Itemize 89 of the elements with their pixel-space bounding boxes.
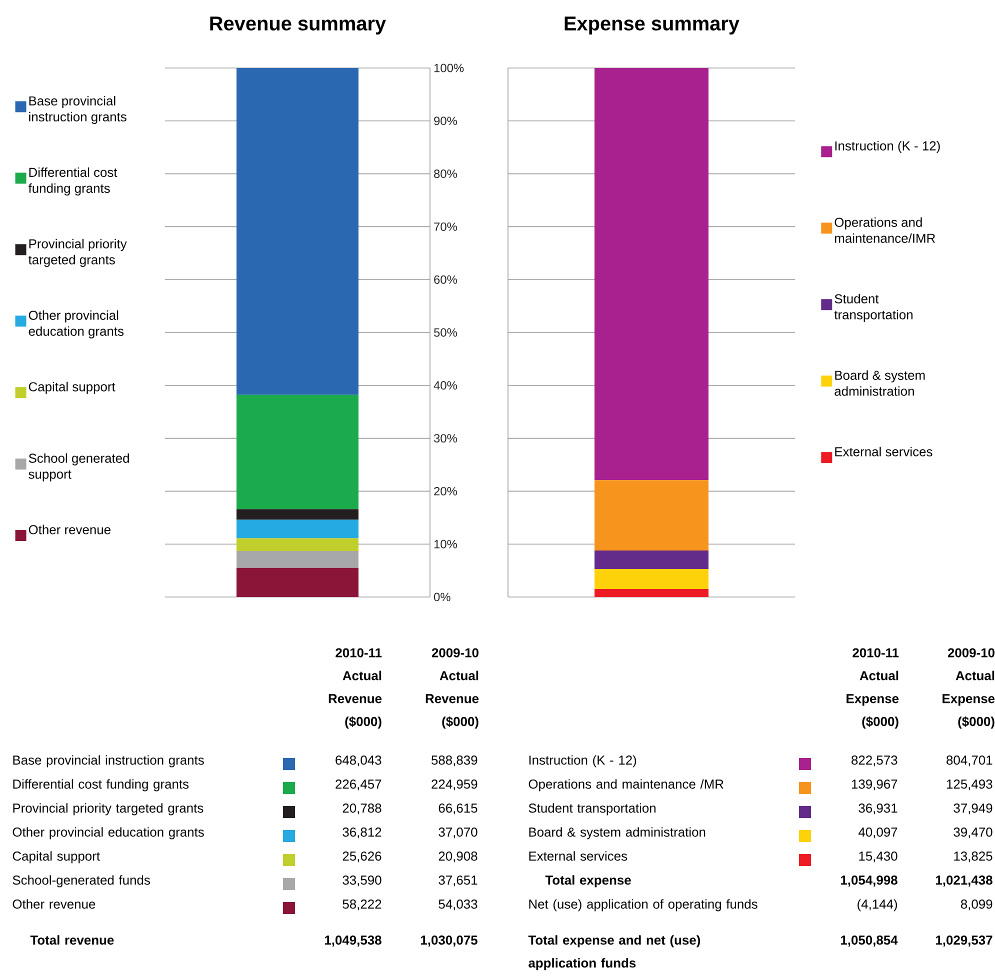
text: 37,070 <box>438 828 478 838</box>
text: Provincial priority targeted grants <box>13 803 204 816</box>
legend-label: Student transportation <box>834 294 912 322</box>
text: 54,033 <box>438 900 478 910</box>
legend-label: Instruction (K - 12) <box>835 140 940 154</box>
text: Student transportation <box>528 803 656 816</box>
bar <box>236 520 358 538</box>
y-tick-label: 60% <box>434 275 458 284</box>
text: 37,651 <box>438 876 478 886</box>
text: Base provincial instruction grants <box>13 755 204 768</box>
text: School-generated funds <box>12 875 150 888</box>
text: 804,701 <box>946 756 992 766</box>
text: Board & system administration <box>529 827 706 840</box>
text: 1,054,998 <box>841 876 898 887</box>
bar <box>594 550 709 569</box>
bar <box>236 394 358 510</box>
bar <box>236 68 358 395</box>
text: 648,043 <box>336 756 382 766</box>
bar <box>236 550 358 568</box>
text: 58,222 <box>342 900 382 910</box>
text: 822,573 <box>852 756 898 766</box>
chart-title: Expense summary <box>564 16 740 34</box>
text: 15,430 <box>859 852 898 862</box>
y-tick-label: 90% <box>434 116 458 126</box>
text: 224,959 <box>432 780 478 790</box>
chart-title: Revenue summary <box>210 16 386 34</box>
bar <box>594 480 709 550</box>
text: External services <box>529 851 628 861</box>
text: 25,626 <box>342 852 382 862</box>
legend-label: Board & system administration <box>834 370 925 396</box>
text: 20,788 <box>342 804 382 814</box>
text: 40,097 <box>858 828 898 838</box>
text: 139,967 <box>852 780 898 790</box>
bar <box>594 568 709 590</box>
bar <box>594 589 709 597</box>
text: 36,812 <box>342 828 382 838</box>
text: (4,144) <box>858 899 898 912</box>
y-tick-label: 40% <box>434 381 458 390</box>
y-tick-label: 20% <box>434 486 458 496</box>
y-tick-label: 100% <box>434 64 464 72</box>
text: 1,049,538 <box>325 936 382 947</box>
text: Other revenue <box>12 899 96 909</box>
legend-label: Other revenue <box>28 524 110 534</box>
y-tick-label: 80% <box>434 170 458 178</box>
y-tick-label: 70% <box>434 222 458 231</box>
text: Capital support <box>12 851 100 864</box>
bar <box>236 509 358 520</box>
text: 20,908 <box>438 852 478 862</box>
legend-label: External services <box>835 446 932 456</box>
text: Other provincial education grants <box>12 827 204 840</box>
text: Operations and maintenance /MR <box>528 779 724 792</box>
y-tick-label: 10% <box>434 540 458 548</box>
legend-label: Other provincial education grants <box>28 310 124 338</box>
y-tick-label: 30% <box>434 434 458 443</box>
text: Net (use) application of operating funds <box>529 899 758 912</box>
text: 33,590 <box>342 876 382 886</box>
text: 2010-11 Actual Expense ($000) <box>846 648 899 729</box>
text: 1,050,854 <box>841 936 898 947</box>
text: 125,493 <box>946 780 992 790</box>
bar <box>236 568 358 597</box>
text: 66,615 <box>438 804 478 814</box>
text: Total revenue <box>30 935 114 945</box>
text: 36,931 <box>858 804 898 814</box>
text: Instruction (K - 12) <box>529 755 636 768</box>
text: Total expense and net (use) application funds <box>528 935 700 970</box>
text: 1,030,075 <box>421 936 478 947</box>
text: 37,949 <box>954 804 992 814</box>
text: 39,470 <box>954 828 992 838</box>
text: 1,021,438 <box>936 876 992 887</box>
legend-label: Operations and maintenance/IMR <box>834 217 936 243</box>
bar <box>236 538 358 551</box>
text: 2009-10 Actual Expense ($000) <box>942 648 995 729</box>
text: 8,099 <box>960 900 992 910</box>
text: 588,839 <box>432 756 478 766</box>
text: 1,029,537 <box>936 936 992 947</box>
legend-label: Differential cost funding grants <box>28 167 118 196</box>
y-tick-label: 0% <box>434 592 450 602</box>
text: 2010-11 Actual Revenue ($000) <box>328 648 382 729</box>
text: 13,825 <box>954 852 992 862</box>
legend-label: School generated support <box>28 453 129 482</box>
bar <box>594 68 709 480</box>
text: Total expense <box>545 875 631 888</box>
text: Differential cost funding grants <box>13 779 189 792</box>
y-tick-label: 50% <box>434 328 458 337</box>
text: 2009-10 Actual Revenue ($000) <box>426 648 479 729</box>
legend-label: Base provincial instruction grants <box>29 96 126 124</box>
text: 226,457 <box>336 780 382 790</box>
legend-label: Capital support <box>28 382 116 394</box>
legend-label: Provincial priority targeted grants <box>28 238 127 267</box>
